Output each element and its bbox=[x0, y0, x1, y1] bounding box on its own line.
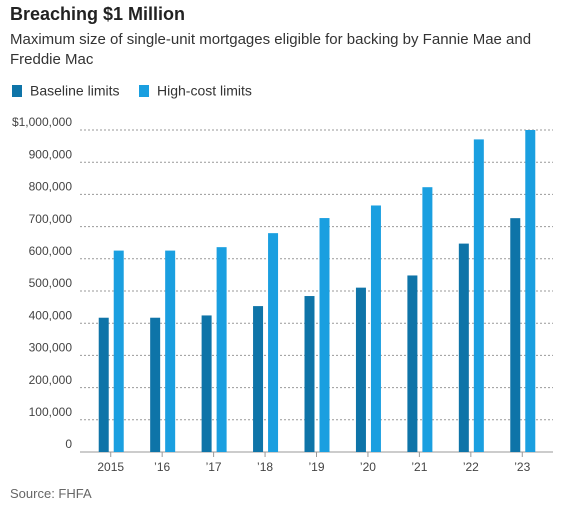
y-tick-label: 300,000 bbox=[29, 341, 73, 355]
bar bbox=[253, 306, 264, 452]
bar bbox=[150, 317, 161, 452]
y-tick-label: 100,000 bbox=[29, 405, 73, 419]
x-tick-label: ’20 bbox=[360, 460, 376, 474]
bar bbox=[165, 250, 176, 452]
legend-label: Baseline limits bbox=[30, 83, 119, 99]
bar bbox=[473, 139, 484, 452]
bar bbox=[407, 275, 418, 452]
bar bbox=[525, 130, 536, 452]
bar bbox=[304, 296, 315, 452]
x-tick-label: 2015 bbox=[97, 460, 124, 474]
chart-subtitle: Maximum size of single-unit mortgages el… bbox=[10, 31, 532, 68]
legend-label: High-cost limits bbox=[157, 83, 252, 99]
bar bbox=[370, 205, 381, 452]
x-tick-label: ’16 bbox=[154, 460, 170, 474]
y-tick-label: 500,000 bbox=[29, 276, 73, 290]
x-tick-label: ’17 bbox=[206, 460, 222, 474]
bar bbox=[510, 218, 521, 452]
x-tick-label: ’18 bbox=[257, 460, 273, 474]
bar bbox=[355, 287, 366, 452]
chart-title: Breaching $1 Million bbox=[10, 4, 186, 24]
bar bbox=[422, 187, 433, 452]
y-tick-label: $1,000,000 bbox=[12, 115, 72, 129]
source-note: Source: FHFA bbox=[10, 486, 92, 501]
y-tick-label: 0 bbox=[65, 437, 72, 451]
y-tick-label: 600,000 bbox=[29, 244, 73, 258]
y-tick-label: 200,000 bbox=[29, 373, 73, 387]
legend-swatch bbox=[139, 85, 149, 97]
y-tick-label: 700,000 bbox=[29, 212, 73, 226]
x-tick-label: ’21 bbox=[411, 460, 427, 474]
bar bbox=[268, 233, 279, 452]
x-tick-label: ’23 bbox=[514, 460, 530, 474]
x-tick-label: ’22 bbox=[463, 460, 479, 474]
bar bbox=[98, 317, 109, 452]
bar bbox=[319, 218, 330, 452]
bar bbox=[113, 250, 124, 452]
y-tick-label: 800,000 bbox=[29, 180, 73, 194]
y-tick-label: 400,000 bbox=[29, 308, 73, 322]
bar bbox=[458, 243, 469, 452]
legend-swatch bbox=[12, 85, 22, 97]
bar bbox=[216, 247, 227, 452]
bar bbox=[201, 315, 212, 452]
x-tick-label: ’19 bbox=[308, 460, 324, 474]
y-tick-label: 900,000 bbox=[29, 147, 73, 161]
